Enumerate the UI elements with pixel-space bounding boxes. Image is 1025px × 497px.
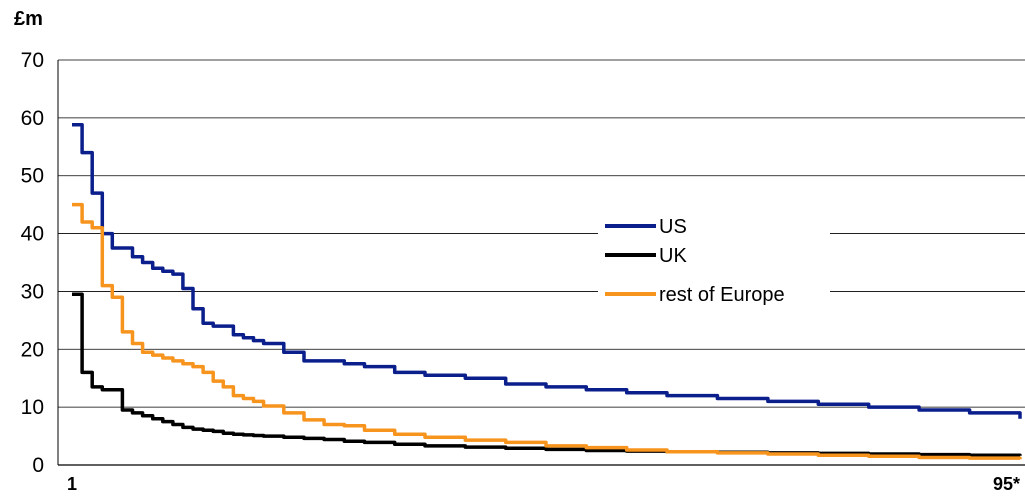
y-tick-labels: 0 10 20 30 40 50 60 70 xyxy=(21,49,44,477)
x-tick-labels: 1 95* xyxy=(67,474,1020,494)
legend-label: US xyxy=(659,216,687,238)
series-line xyxy=(72,202,1022,460)
y-tick-label: 20 xyxy=(21,338,44,361)
y-tick-label: 70 xyxy=(21,49,44,72)
legend: US UK rest of Europe xyxy=(598,200,830,320)
series-line xyxy=(72,123,1022,419)
y-tick-label: 30 xyxy=(21,280,44,303)
y-axis-label: £m xyxy=(14,8,43,30)
gridlines xyxy=(57,59,1025,466)
legend-label: rest of Europe xyxy=(659,284,785,306)
series-lines xyxy=(72,123,1022,460)
legend-box xyxy=(598,200,830,320)
x-tick-label: 1 xyxy=(67,474,77,494)
y-tick-label: 60 xyxy=(21,107,44,130)
legend-label: UK xyxy=(659,245,687,267)
y-tick-label: 50 xyxy=(21,165,44,188)
y-tick-label: 40 xyxy=(21,223,44,246)
y-tick-label: 10 xyxy=(21,396,44,419)
x-tick-label: 95* xyxy=(993,474,1020,494)
y-tick-label: 0 xyxy=(32,454,44,477)
